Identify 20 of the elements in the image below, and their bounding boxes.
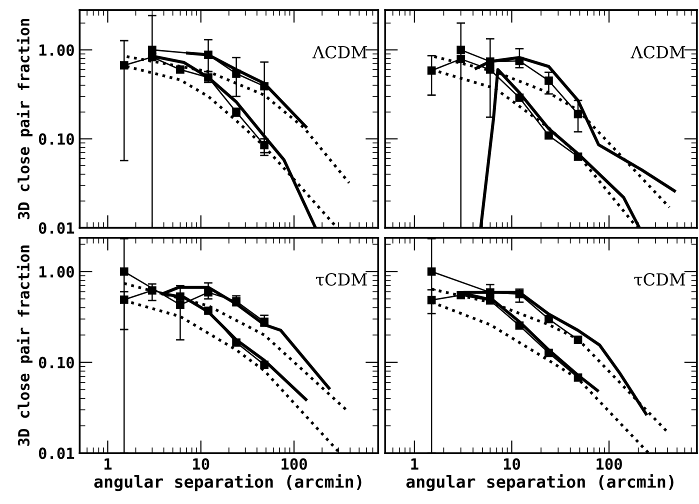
y-tick-label: 0.10: [38, 133, 74, 145]
x-tick-label: 1: [104, 458, 112, 470]
y-tick-label: 0.10: [38, 356, 74, 368]
x-tick-label: 100: [282, 458, 307, 470]
y-tick-label: 1.00: [39, 266, 74, 278]
x-tick-label: 10: [193, 458, 210, 470]
y-tick-label: 0.01: [38, 448, 74, 460]
annotation: ΛCDM: [630, 46, 686, 58]
annotation: τCDM: [634, 273, 686, 286]
y-axis-title: 3D close pair fraction: [16, 18, 32, 220]
x-tick-label: 100: [596, 458, 622, 470]
y-tick-label: 1.00: [39, 44, 74, 56]
y-tick-label: 0.01: [38, 222, 74, 234]
x-axis-title: angular separation (arcmin): [94, 474, 362, 492]
y-axis-title: 3D close pair fraction: [16, 246, 32, 446]
annotation: ΛCDM: [312, 46, 367, 58]
x-tick-label: 1: [411, 458, 418, 470]
x-axis-title: angular separation (arcmin): [406, 474, 674, 492]
x-tick-label: 10: [504, 458, 520, 470]
annotation: τCDM: [316, 273, 367, 286]
